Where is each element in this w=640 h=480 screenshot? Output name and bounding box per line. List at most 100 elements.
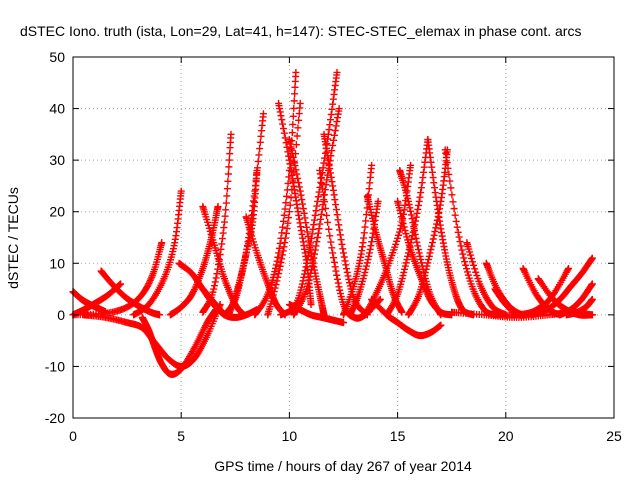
data-point-marker <box>401 265 409 273</box>
data-point-marker <box>407 211 415 219</box>
data-point-marker <box>329 141 337 149</box>
data-point-marker <box>310 216 318 224</box>
data-point-marker <box>406 204 414 212</box>
data-point-marker <box>274 273 282 281</box>
data-point-marker <box>221 212 229 220</box>
data-point-marker <box>360 272 368 280</box>
data-point-marker <box>450 205 458 213</box>
data-point-marker <box>330 131 338 139</box>
data-point-marker <box>272 281 280 289</box>
data-point-marker <box>470 261 478 269</box>
data-point-marker <box>368 161 376 169</box>
data-point-marker <box>211 278 219 286</box>
data-point-marker <box>362 217 370 225</box>
data-point-marker <box>471 265 479 273</box>
data-point-marker <box>303 259 311 267</box>
data-point-marker <box>588 295 596 303</box>
data-point-marker <box>407 207 415 215</box>
data-point-marker <box>329 186 337 194</box>
x-axis-label: GPS time / hours of day 267 of year 2014 <box>214 458 472 474</box>
data-point-marker <box>415 201 423 209</box>
data-point-marker <box>295 116 303 124</box>
data-point-marker <box>285 152 293 160</box>
data-series-arc <box>138 306 220 378</box>
data-point-marker <box>424 291 432 299</box>
data-point-marker <box>220 218 228 226</box>
data-point-marker <box>222 199 230 207</box>
x-tick-label: 5 <box>177 428 185 444</box>
data-point-marker <box>314 197 322 205</box>
data-point-marker <box>365 249 373 257</box>
x-tick-label: 25 <box>606 428 622 444</box>
data-point-marker <box>311 211 319 219</box>
data-point-marker <box>327 238 335 246</box>
data-point-marker <box>310 254 318 262</box>
data-point-marker <box>400 223 408 231</box>
data-point-marker <box>256 145 264 153</box>
data-point-marker <box>435 209 443 217</box>
data-point-marker <box>213 270 221 278</box>
data-point-marker <box>295 183 303 191</box>
data-point-marker <box>430 231 438 239</box>
data-point-marker <box>453 223 461 231</box>
data-point-marker <box>279 120 287 128</box>
data-point-marker <box>254 157 262 165</box>
data-point-marker <box>462 261 470 269</box>
data-point-marker <box>177 187 185 195</box>
data-point-marker <box>308 262 316 270</box>
data-point-marker <box>330 258 338 266</box>
data-series-arc <box>361 161 415 319</box>
data-point-marker <box>326 232 334 240</box>
y-tick-label: -10 <box>45 358 65 374</box>
data-point-marker <box>292 141 300 149</box>
data-point-marker <box>410 224 418 232</box>
data-point-marker <box>402 259 410 267</box>
data-point-marker <box>456 238 464 246</box>
data-point-marker <box>289 153 297 161</box>
data-point-marker <box>328 105 336 113</box>
data-series-arc <box>340 161 376 319</box>
data-point-marker <box>214 265 222 273</box>
data-point-marker <box>189 289 197 297</box>
data-point-marker <box>332 206 340 214</box>
data-point-marker <box>268 294 276 302</box>
data-point-marker <box>419 174 427 182</box>
data-point-marker <box>310 221 318 229</box>
data-point-marker <box>212 274 220 282</box>
data-point-marker <box>520 267 528 275</box>
data-point-marker <box>362 211 370 219</box>
data-point-marker <box>588 254 596 262</box>
data-point-marker <box>339 245 347 253</box>
data-point-marker <box>337 236 345 244</box>
data-point-marker <box>210 282 218 290</box>
data-point-marker <box>259 110 267 118</box>
data-point-marker <box>444 164 452 172</box>
data-series-arc <box>199 130 235 316</box>
data-point-marker <box>327 116 335 124</box>
data-point-marker <box>303 256 311 264</box>
data-point-marker <box>412 213 420 221</box>
data-point-marker <box>276 108 284 116</box>
data-point-marker <box>333 271 341 279</box>
data-point-marker <box>281 134 289 142</box>
data-point-marker <box>302 263 310 271</box>
data-point-marker <box>307 269 315 277</box>
data-point-marker <box>433 220 441 228</box>
data-point-marker <box>376 295 384 303</box>
data-point-marker <box>300 270 308 278</box>
data-point-marker <box>319 191 327 199</box>
data-series <box>69 68 596 378</box>
data-point-marker <box>317 215 325 223</box>
data-point-marker <box>145 280 153 288</box>
data-point-marker <box>332 267 340 275</box>
data-point-marker <box>332 122 340 130</box>
data-point-marker <box>434 212 442 220</box>
grid <box>73 57 614 418</box>
data-point-marker <box>423 262 431 270</box>
data-point-marker <box>301 267 309 275</box>
data-point-marker <box>304 252 312 260</box>
data-point-marker <box>271 268 279 276</box>
data-point-marker <box>298 283 306 291</box>
data-point-marker <box>464 271 472 279</box>
